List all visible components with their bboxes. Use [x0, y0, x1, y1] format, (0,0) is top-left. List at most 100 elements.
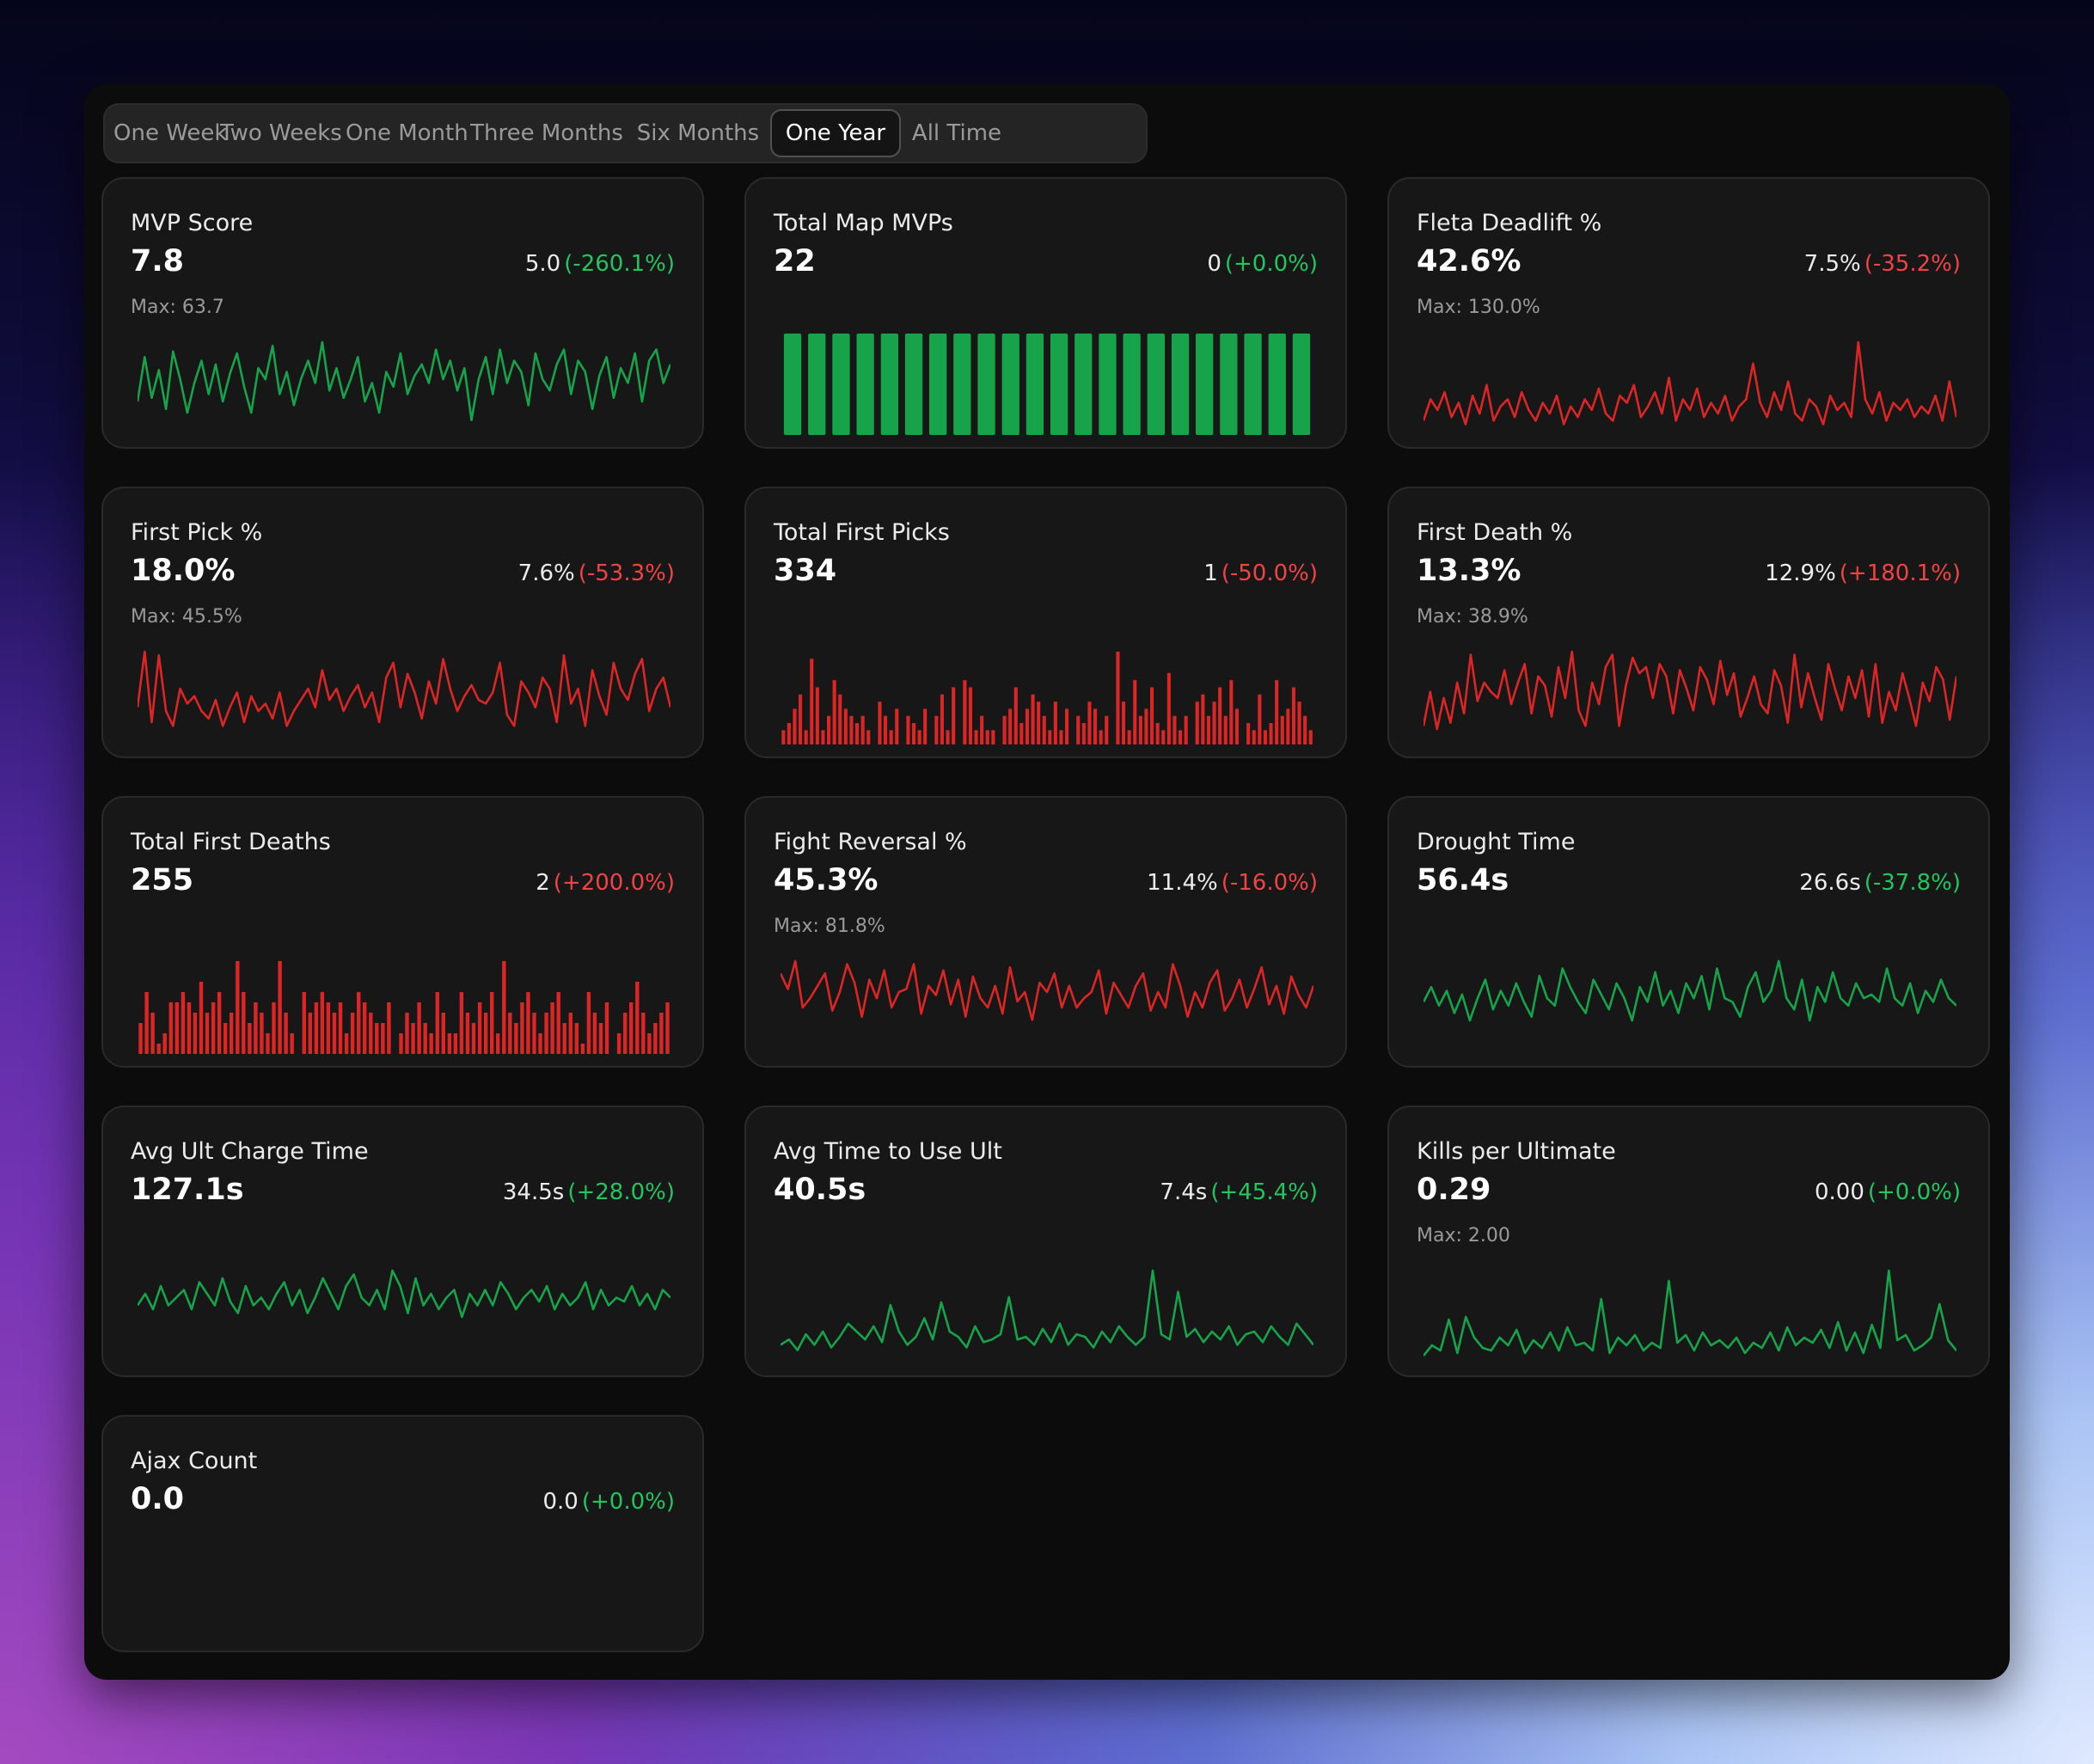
- sparkline-bar: [641, 1013, 646, 1054]
- metric-card: Ajax Count 0.0 0.0 (+0.0%): [101, 1415, 704, 1652]
- change-percent: (-35.2%): [1864, 251, 1961, 277]
- sparkline-bar: [187, 1002, 192, 1054]
- sparkline-bar: [783, 334, 802, 435]
- card-change: 7.6% (-53.3%): [518, 560, 675, 586]
- sparkline-series: [138, 650, 670, 727]
- sparkline-bar: [1087, 701, 1092, 744]
- tab-six-months[interactable]: Six Months: [636, 120, 760, 146]
- metric-card: Kills per Ultimate 0.29 0.00 (+0.0%) Max: 2.…: [1387, 1106, 1990, 1377]
- change-percent: (+180.1%): [1839, 560, 1961, 586]
- tab-two-weeks[interactable]: Two Weeks: [220, 120, 342, 146]
- sparkline-bar: [884, 715, 888, 744]
- recent-value: 2: [536, 870, 550, 896]
- card-title: First Death %: [1417, 519, 1573, 546]
- card-value: 127.1s: [131, 1173, 244, 1207]
- tab-one-year[interactable]: One Year: [770, 109, 901, 157]
- sparkline-chart: [138, 1269, 670, 1319]
- sparkline-bar: [1075, 334, 1093, 435]
- recent-value: 26.6s: [1799, 870, 1861, 896]
- metric-card: Drought Time 56.4s 26.6s (-37.8%): [1387, 796, 1990, 1068]
- sparkline-bar: [1048, 730, 1052, 744]
- sparkline-bar: [985, 730, 989, 744]
- sparkline-bar: [1116, 652, 1120, 744]
- sparkline-bar: [1268, 334, 1286, 435]
- sparkline-bar: [1275, 680, 1279, 744]
- sparkline-bar: [659, 1013, 664, 1054]
- sparkline-bar: [1218, 687, 1222, 744]
- sparkline-bar: [793, 708, 797, 744]
- sparkline-bar: [1201, 694, 1205, 744]
- card-value: 40.5s: [774, 1173, 866, 1207]
- sparkline-bar: [1179, 730, 1183, 744]
- sparkline-bar: [1269, 723, 1273, 744]
- sparkline-bar: [405, 1013, 409, 1054]
- tab-three-months[interactable]: Three Months: [470, 120, 623, 146]
- sparkline-chart: [781, 1269, 1313, 1351]
- sparkline-bar: [1234, 708, 1239, 744]
- sparkline-bar: [895, 708, 899, 744]
- recent-value: 34.5s: [502, 1179, 565, 1205]
- sparkline-bar: [1171, 334, 1190, 435]
- card-title: Avg Ult Charge Time: [131, 1138, 369, 1165]
- sparkline-bar: [1166, 672, 1171, 744]
- change-percent: (+45.4%): [1210, 1179, 1318, 1205]
- sparkline-bar: [411, 1023, 415, 1054]
- sparkline-bar: [538, 1033, 542, 1054]
- sparkline-bar: [1127, 730, 1131, 744]
- recent-value: 1: [1203, 560, 1218, 586]
- sparkline-bar: [586, 992, 591, 1054]
- sparkline-bar: [1303, 715, 1307, 744]
- sparkline-bar: [1220, 334, 1238, 435]
- sparkline-bar: [929, 334, 947, 435]
- tab-one-month[interactable]: One Month: [346, 120, 468, 146]
- card-title: Fight Reversal %: [774, 829, 967, 855]
- card-title: Kills per Ultimate: [1417, 1138, 1616, 1165]
- sparkline-chart: [138, 650, 670, 727]
- sparkline-bar: [787, 723, 791, 744]
- sparkline-bar: [1025, 708, 1029, 744]
- tab-one-week[interactable]: One Week: [113, 120, 228, 146]
- sparkline-bar: [1099, 334, 1117, 435]
- sparkline-bar: [808, 334, 826, 435]
- change-percent: (-53.3%): [578, 560, 675, 586]
- sparkline-bar: [272, 1002, 276, 1054]
- card-value: 18.0%: [131, 554, 236, 588]
- sparkline-series: [138, 1269, 670, 1319]
- sparkline-bar: [1252, 730, 1256, 744]
- metric-card: Fleta Deadlift % 42.6% 7.5% (-35.2%) Max: 13…: [1387, 177, 1990, 449]
- sparkline-chart: [1424, 959, 1956, 1022]
- sparkline-bar: [974, 730, 978, 744]
- sparkline-bar: [205, 1013, 210, 1054]
- sparkline-bar: [635, 982, 640, 1054]
- sparkline-bar: [423, 1023, 427, 1054]
- sparkline-bar: [435, 992, 439, 1054]
- sparkline-bar: [550, 1002, 554, 1054]
- sparkline-bar: [856, 334, 874, 435]
- sparkline-series: [1424, 1269, 1956, 1357]
- sparkline-bar: [980, 715, 984, 744]
- sparkline-bar: [647, 1033, 652, 1054]
- sparkline-bar: [1286, 708, 1290, 744]
- sparkline-bar: [629, 1002, 634, 1054]
- sparkline-bar: [338, 1002, 343, 1054]
- sparkline-bar: [357, 992, 361, 1054]
- recent-value: 7.4s: [1160, 1179, 1208, 1205]
- sparkline-chart: [1424, 1269, 1956, 1357]
- sparkline-bar: [855, 723, 860, 744]
- sparkline-bar: [320, 992, 325, 1054]
- sparkline-bar: [1053, 701, 1057, 744]
- sparkline-bar: [866, 730, 871, 744]
- sparkline-bar: [483, 1013, 488, 1054]
- sparkline-bar: [447, 1033, 452, 1054]
- sparkline-bar: [526, 992, 530, 1054]
- sparkline-bar: [1144, 708, 1148, 744]
- card-change: 5.0 (-260.1%): [525, 251, 675, 277]
- sparkline-bar: [878, 701, 882, 744]
- card-value: 334: [774, 554, 837, 588]
- card-change: 7.4s (+45.4%): [1160, 1179, 1318, 1205]
- sparkline-bar: [326, 1002, 331, 1054]
- sparkline-bar: [496, 1033, 500, 1054]
- sparkline-bar: [477, 1002, 482, 1054]
- tab-all-time[interactable]: All Time: [911, 120, 1002, 146]
- sparkline-bar: [471, 1023, 476, 1054]
